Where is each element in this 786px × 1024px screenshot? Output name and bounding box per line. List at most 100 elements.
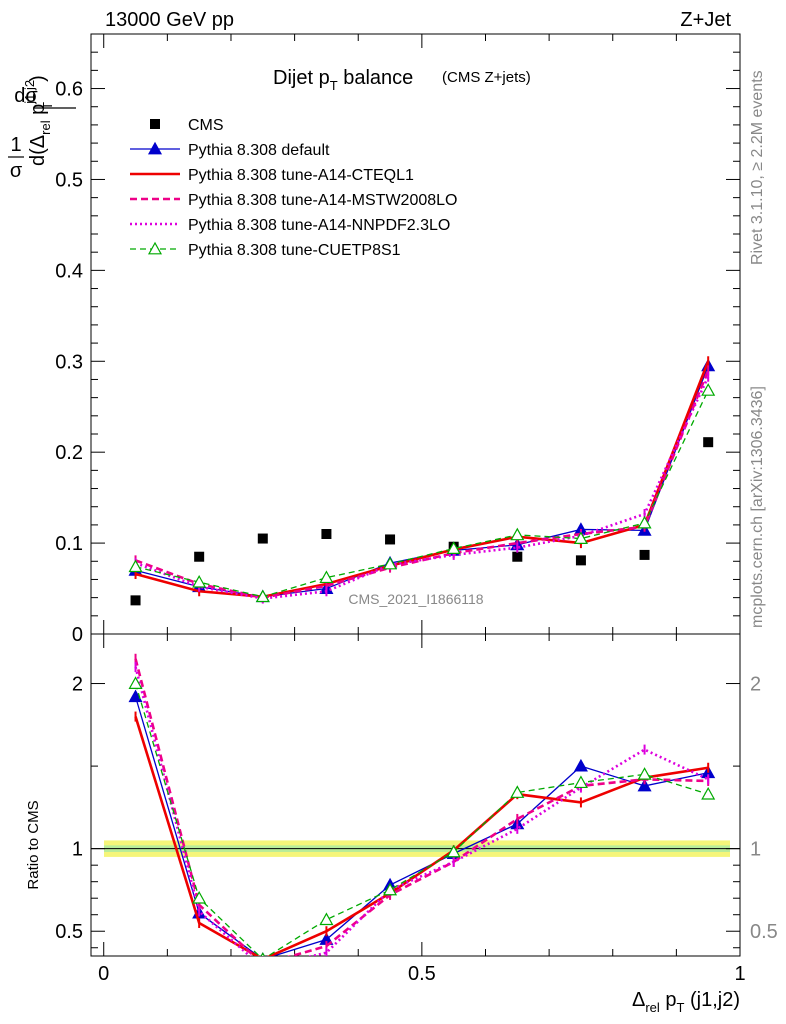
ratio-frame <box>90 633 741 957</box>
legend: CMS Pythia 8.308 default Pythia 8.308 tune… <box>130 117 457 259</box>
x-tick-label: 0.5 <box>408 963 436 985</box>
ratio-marker-default <box>573 758 588 772</box>
ratio-marker-cuetp8s1 <box>383 882 398 896</box>
legend-label: Pythia 8.308 tune-CUETP8S1 <box>188 242 401 259</box>
ratio-marker-default <box>128 689 143 703</box>
main-panel-series <box>128 356 716 606</box>
main-marker-cuetp8s1 <box>573 531 588 544</box>
main-series-cteql1 <box>134 356 710 602</box>
svg-text:dσ: dσ <box>14 85 38 107</box>
y-tick-label-main: 0 <box>72 624 83 646</box>
y-tick-label-main: 0.2 <box>55 442 83 464</box>
ratio-marker-cuetp8s1 <box>637 767 652 780</box>
ratio-line-nnpdf <box>134 666 709 956</box>
header-left: 13000 GeV pp <box>105 9 234 31</box>
legend-marker-cuetp8s1 <box>147 241 163 255</box>
main-marker-cuetp8s1 <box>383 556 398 570</box>
ratio-marker-cuetp8s1 <box>573 775 588 789</box>
legend-item-cuetp8s1: Pythia 8.308 tune-CUETP8S1 <box>130 241 401 259</box>
ratio-series-cteql1 <box>134 711 710 956</box>
cms-point <box>257 533 268 544</box>
main-marker-cuetp8s1 <box>128 559 143 573</box>
legend-label: CMS <box>188 117 224 134</box>
rivet-label: Rivet 3.1.10, ≥ 2.2M events <box>749 70 766 265</box>
axis-ticks <box>91 34 741 956</box>
legend-label: Pythia 8.308 tune-A14-MSTW2008LO <box>188 192 457 209</box>
main-series-cuetp8s1 <box>128 383 716 603</box>
y-tick-label-main: 0.3 <box>55 351 83 373</box>
legend-marker-cms <box>150 119 160 129</box>
y-tick-label-main: 0.1 <box>55 533 83 555</box>
main-series-mstw <box>134 365 710 603</box>
main-marker-cuetp8s1 <box>510 527 525 541</box>
mcplots-label: mcplots.cern.ch [arXiv:1306.3436] <box>749 386 766 628</box>
axis-tick-labels: 00.10.20.30.40.50.60.5 0.51 12 20 0.5 1 <box>55 79 778 985</box>
main-marker-cuetp8s1 <box>192 574 207 588</box>
y-tick-label-ratio-right: 2 <box>750 674 761 696</box>
main-series-nnpdf <box>134 371 710 604</box>
legend-item-cteql1: Pythia 8.308 tune-A14-CTEQL1 <box>130 167 414 184</box>
legend-item-nnpdf: Pythia 8.308 tune-A14-NNPDF2.3LO <box>130 217 450 234</box>
main-series-default <box>128 358 716 603</box>
legend-label: Pythia 8.308 tune-A14-NNPDF2.3LO <box>188 217 450 234</box>
cms-point <box>703 437 714 448</box>
legend-item-default: Pythia 8.308 default <box>130 141 330 159</box>
y-tick-label-main: 0.4 <box>55 260 83 282</box>
cms-point <box>321 529 332 539</box>
ratio-marker-cuetp8s1 <box>128 676 143 689</box>
legend-marker-default <box>147 141 163 155</box>
ratio-marker-cuetp8s1 <box>446 844 461 858</box>
main-line-default <box>135 365 709 598</box>
chart-title: Dijet pT balance <box>273 67 413 93</box>
x-tick-label: 0 <box>98 963 109 985</box>
main-line-cteql1 <box>135 360 710 599</box>
legend-item-mstw: Pythia 8.308 tune-A14-MSTW2008LO <box>130 192 457 209</box>
x-tick-label: 1 <box>734 963 745 985</box>
main-marker-cuetp8s1 <box>255 589 270 603</box>
y-tick-label-main: 0.6 <box>55 79 83 101</box>
main-line-cuetp8s1 <box>135 390 709 598</box>
cms-point <box>385 534 396 545</box>
y-axis-label-ratio: Ratio to CMS <box>25 800 42 889</box>
chart-subtitle: (CMS Z+jets) <box>442 69 531 86</box>
cms-point <box>194 551 205 562</box>
ratio-marker-cuetp8s1 <box>701 786 716 800</box>
main-marker-cuetp8s1 <box>637 515 652 529</box>
ratio-series-mstw <box>134 653 710 956</box>
y-tick-label-ratio: 1 <box>72 839 83 861</box>
legend-label: Pythia 8.308 default <box>188 142 330 159</box>
watermark: CMS_2021_I1866118 <box>348 591 483 607</box>
svg-text:d(Δrel pj1,j2T): d(Δrel pj1,j2T) <box>22 75 55 166</box>
main-marker-cuetp8s1 <box>319 570 334 584</box>
ratio-line-mstw <box>134 658 709 956</box>
x-axis-label: Δrel pT (j1,j2) <box>632 989 740 1015</box>
main-line-mstw <box>135 369 710 599</box>
ratio-series-nnpdf <box>134 662 710 956</box>
cms-point <box>512 551 523 562</box>
y-tick-label-ratio-right: 0.5 <box>750 921 778 943</box>
y-tick-label-main: 0.5 <box>55 169 83 191</box>
y-tick-label-ratio: 2 <box>72 674 83 696</box>
legend-label: Pythia 8.308 tune-A14-CTEQL1 <box>188 167 414 184</box>
cms-point <box>575 555 586 566</box>
svg-text:σ: σ <box>10 160 23 182</box>
cms-point <box>130 595 141 606</box>
main-marker-cuetp8s1 <box>446 541 461 554</box>
ratio-marker-cuetp8s1 <box>319 912 334 926</box>
y-tick-label-ratio-right: 1 <box>750 839 761 861</box>
ratio-line-cteql1 <box>134 716 709 956</box>
y-tick-label-ratio: 0.5 <box>55 921 83 943</box>
legend-item-cms: CMS <box>150 117 224 134</box>
main-marker-cuetp8s1 <box>701 383 716 396</box>
svg-text:1: 1 <box>10 134 21 156</box>
ratio-marker-default <box>637 778 652 792</box>
header-right: Z+Jet <box>680 9 731 31</box>
ratio-series-cuetp8s1 <box>128 676 716 956</box>
ratio-panel-series <box>128 653 716 956</box>
main-line-nnpdf <box>135 376 710 600</box>
ratio-marker-cuetp8s1 <box>192 890 207 904</box>
ratio-line-cuetp8s1 <box>134 683 709 956</box>
cms-point <box>639 549 650 560</box>
ratio-marker-cuetp8s1 <box>510 785 525 798</box>
